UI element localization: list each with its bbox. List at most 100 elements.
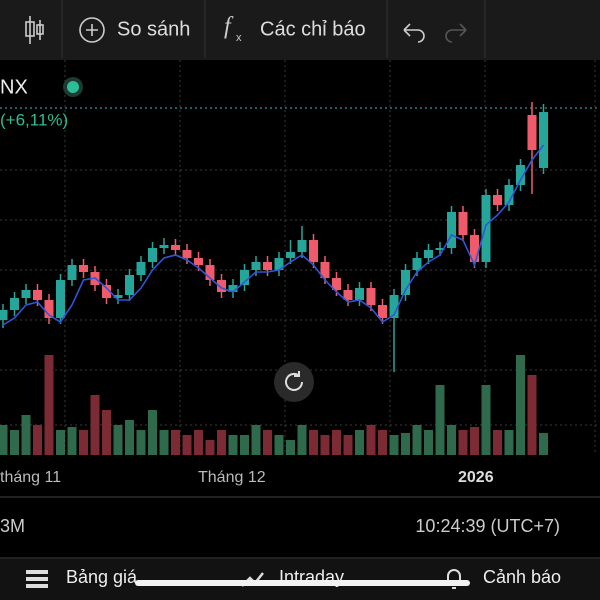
- candle-body: [458, 212, 468, 235]
- candle-body: [182, 250, 192, 258]
- nav-board[interactable]: Bảng giá: [66, 567, 138, 587]
- candle-body: [10, 298, 19, 310]
- candle-body: [447, 212, 456, 248]
- candle-body: [217, 280, 226, 292]
- alert-icon[interactable]: [444, 569, 464, 589]
- undo-icon[interactable]: [403, 23, 425, 43]
- home-indicator: [135, 580, 470, 586]
- volume-bar: [125, 420, 134, 455]
- candle-body: [286, 252, 295, 258]
- volume-bar: [228, 435, 238, 455]
- candle-body: [539, 112, 548, 168]
- volume-bar: [389, 435, 399, 455]
- volume-bar: [251, 425, 261, 455]
- volume-bar: [412, 425, 422, 455]
- x-label: Tháng 12: [198, 469, 266, 486]
- volume-bar: [44, 355, 54, 455]
- volume-bar: [332, 430, 341, 455]
- candle-body: [205, 265, 215, 280]
- status-dot: [67, 81, 79, 93]
- candle-body: [240, 270, 249, 285]
- x-label: tháng 11: [0, 469, 61, 486]
- volume-label: 3M: [0, 516, 25, 536]
- redo-icon[interactable]: [445, 23, 467, 43]
- volume-bar: [90, 395, 100, 455]
- volume-bar: [274, 435, 284, 455]
- candle-body: [366, 288, 376, 305]
- volume-bar: [159, 430, 169, 455]
- candle-body: [67, 265, 77, 280]
- fx-icon[interactable]: f: [224, 14, 234, 40]
- plot: [0, 102, 600, 455]
- volume-bar: [136, 430, 146, 455]
- volume-bar: [366, 425, 376, 455]
- volume-bar: [401, 433, 410, 455]
- candle-body: [274, 258, 284, 270]
- volume-bar: [79, 430, 88, 455]
- candle-body: [424, 250, 433, 258]
- volume-bar: [205, 440, 215, 455]
- bottom-nav: [0, 559, 600, 600]
- candle-body: [228, 285, 238, 292]
- volume-bar: [447, 425, 456, 455]
- candle-body: [159, 245, 169, 248]
- candle-body: [297, 240, 307, 252]
- volume-bar: [56, 430, 65, 455]
- indicators-button[interactable]: Các chỉ báo: [260, 18, 366, 40]
- volume-bar: [378, 430, 387, 455]
- candle-body: [516, 165, 525, 185]
- candle-body: [56, 280, 65, 318]
- plus-sign: [86, 24, 98, 36]
- plus-icon[interactable]: [79, 17, 105, 43]
- candle-icon[interactable]: [25, 16, 44, 44]
- candle-body: [113, 295, 123, 298]
- clock: 10:24:39 (UTC+7): [415, 516, 560, 536]
- volume-bar: [171, 430, 180, 455]
- candle-body: [194, 258, 203, 265]
- volume-bar: [240, 435, 249, 455]
- volume-bar: [493, 430, 502, 455]
- candle-body: [470, 235, 479, 262]
- candle-body: [251, 262, 261, 270]
- candle-body: [44, 300, 54, 318]
- volume-bar: [102, 410, 111, 455]
- x-label: 2026: [458, 469, 494, 486]
- candle-body: [389, 295, 399, 318]
- fx-icon-sub: x: [236, 32, 242, 44]
- candle-body: [332, 278, 341, 290]
- volume-bar: [217, 430, 226, 455]
- candle-body: [125, 275, 134, 295]
- candle-body: [263, 262, 272, 270]
- volume-bar: [527, 375, 537, 455]
- volume-bar: [33, 425, 42, 455]
- candle-body: [171, 245, 180, 250]
- compare-button[interactable]: So sánh: [117, 18, 190, 40]
- candle-body: [148, 248, 157, 262]
- reset-icon: [285, 371, 303, 391]
- volume-bar: [182, 435, 192, 455]
- candle-body: [102, 285, 111, 298]
- candle-body: [401, 270, 410, 295]
- list-icon[interactable]: [26, 570, 48, 588]
- volume-bar: [424, 430, 433, 455]
- candle-body: [136, 262, 146, 275]
- volume-bar: [435, 385, 445, 455]
- candle-body: [412, 258, 422, 270]
- volume-bar: [470, 427, 479, 455]
- volume-bar: [0, 425, 8, 455]
- candle-body: [309, 240, 318, 262]
- nav-alert[interactable]: Cảnh báo: [483, 567, 561, 587]
- candle-body: [378, 305, 387, 318]
- volume-bar: [309, 430, 318, 455]
- volume-bar: [263, 430, 272, 455]
- volume-bar: [539, 433, 548, 455]
- candle-body: [355, 288, 364, 300]
- volume-bar: [320, 435, 330, 455]
- volume-bar: [67, 427, 77, 455]
- candle-body: [527, 115, 537, 150]
- volume-bar: [355, 430, 364, 455]
- reset-button[interactable]: [274, 362, 314, 402]
- volume-bar: [458, 430, 468, 455]
